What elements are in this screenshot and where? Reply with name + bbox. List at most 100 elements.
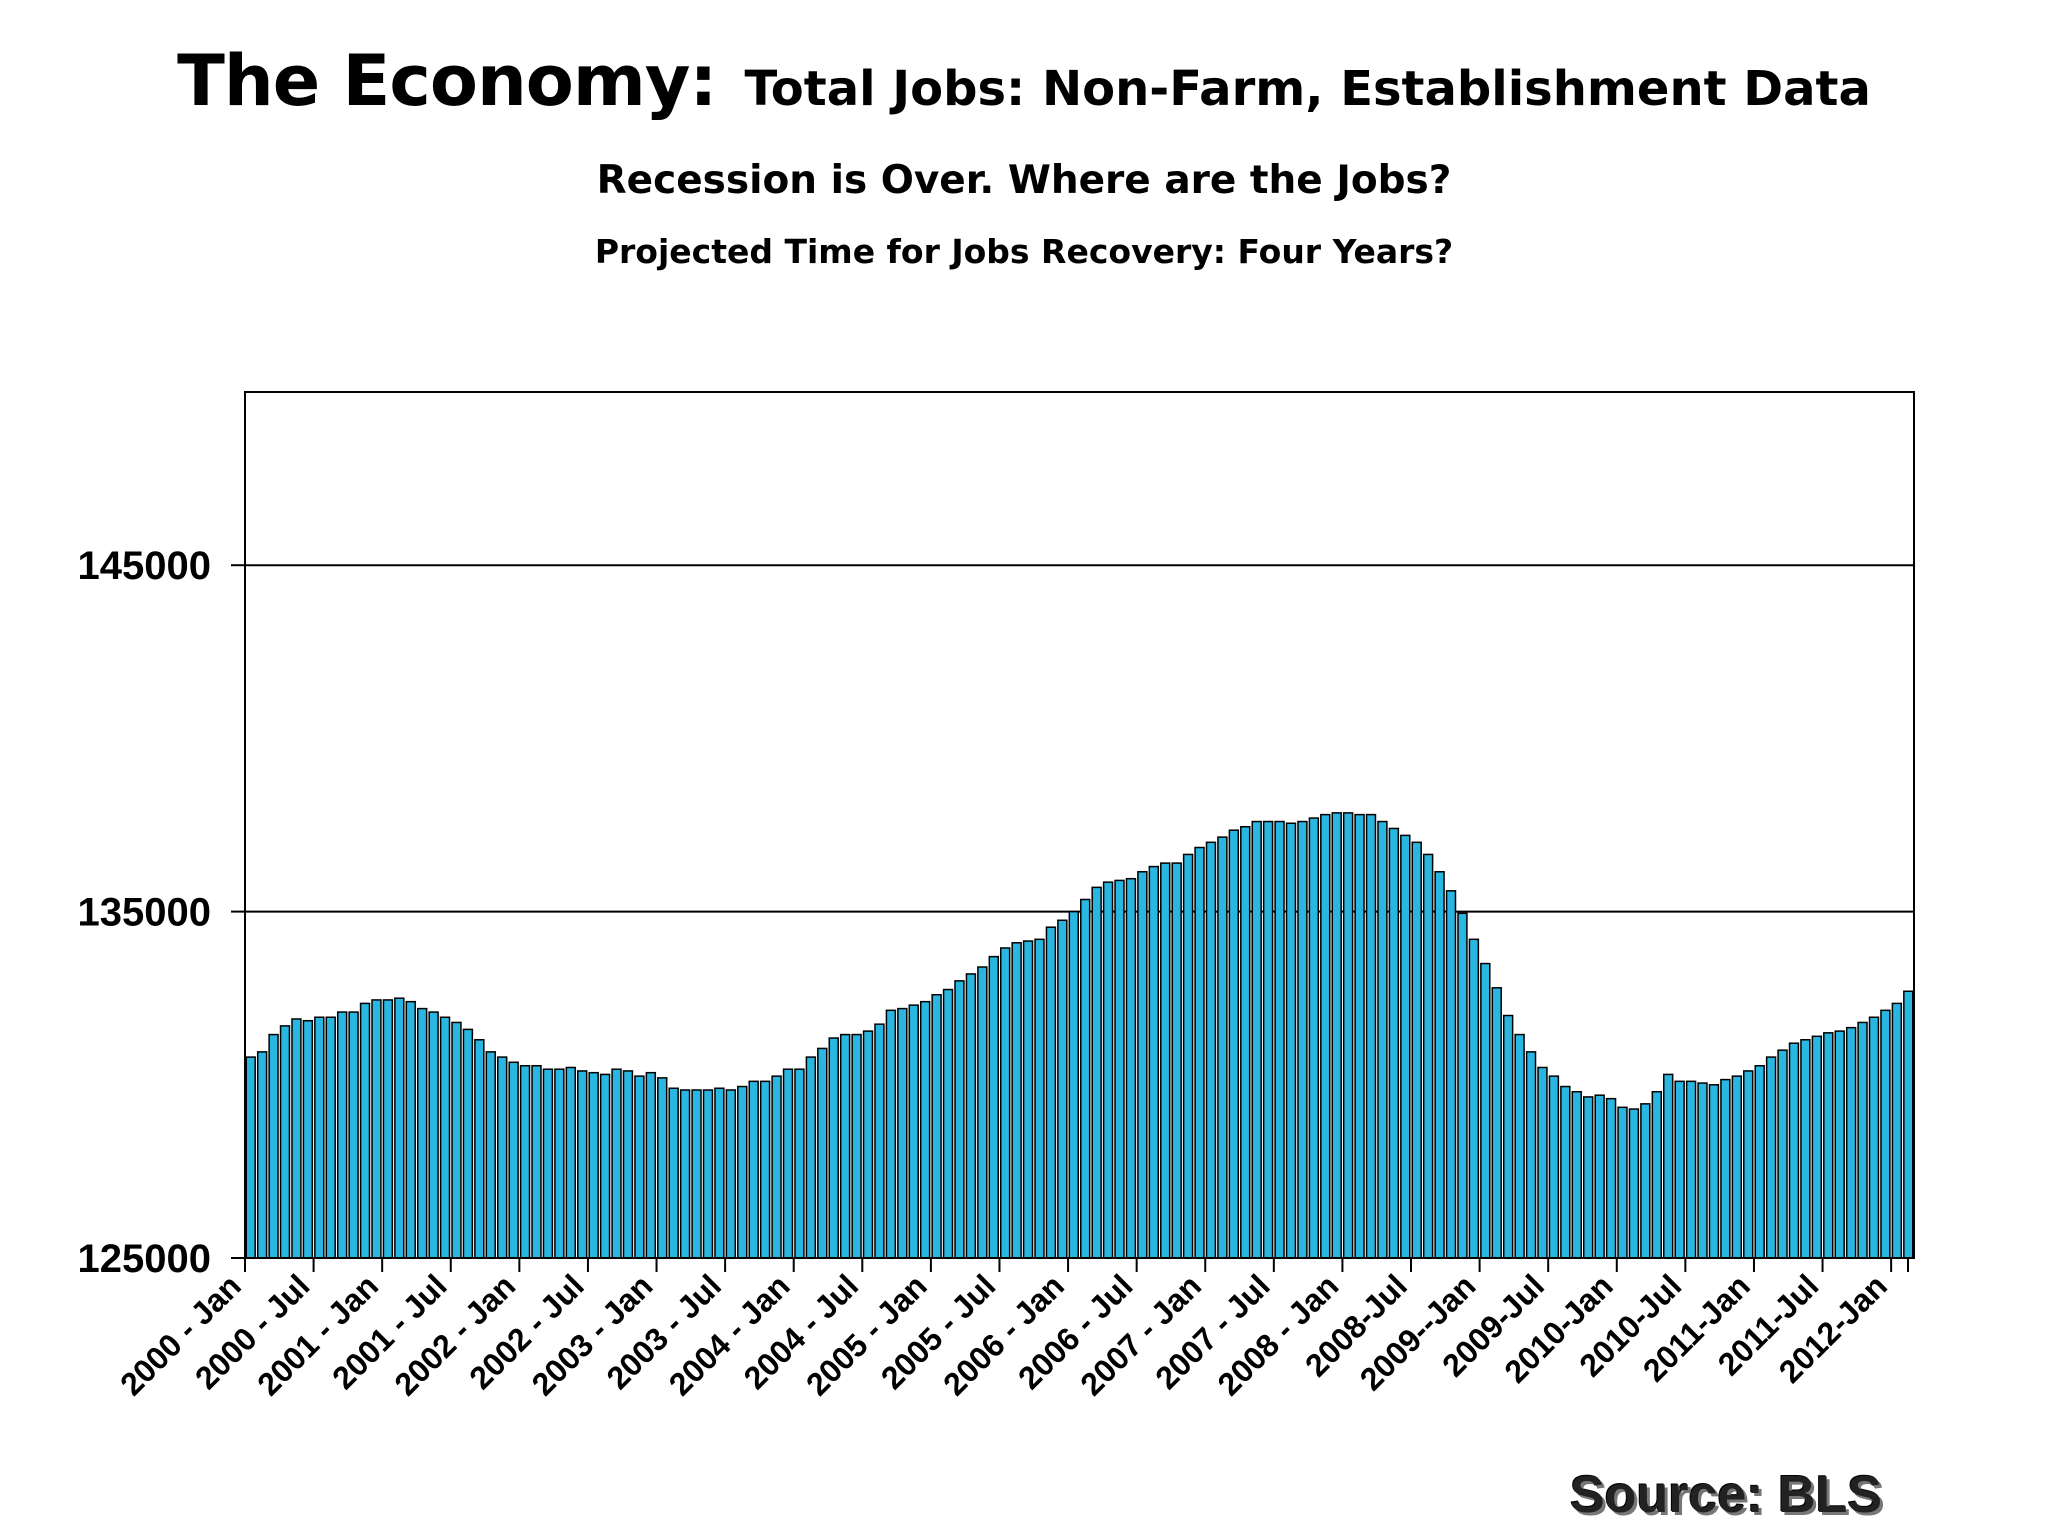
bar [611, 1068, 622, 1259]
bar [554, 1068, 565, 1259]
bar [782, 1068, 794, 1259]
bar [325, 1016, 336, 1259]
bar [999, 947, 1011, 1259]
bar [1903, 990, 1914, 1259]
bar [1354, 813, 1365, 1259]
bar [1811, 1035, 1823, 1259]
bar [1114, 879, 1125, 1259]
bar [1160, 862, 1171, 1259]
bar [1217, 836, 1228, 1259]
bar [725, 1089, 737, 1259]
bar [428, 1011, 439, 1259]
chart-subtitle-2: Recession is Over. Where are the Jobs? [596, 158, 1452, 203]
bar [1834, 1030, 1845, 1259]
bar [668, 1087, 679, 1259]
bar [1823, 1032, 1834, 1259]
bar [1285, 822, 1297, 1259]
bar [1331, 812, 1342, 1259]
bar [1080, 898, 1091, 1259]
bar [1400, 834, 1411, 1259]
bar [885, 1009, 897, 1259]
bar [336, 1011, 348, 1259]
bar [1411, 841, 1422, 1259]
bar [1845, 1026, 1857, 1259]
bar [382, 999, 394, 1259]
bar [1880, 1009, 1891, 1259]
bar [1308, 817, 1320, 1259]
bar [965, 973, 977, 1259]
bar [828, 1037, 839, 1259]
bar [1743, 1070, 1754, 1259]
bar [1640, 1103, 1651, 1259]
bar [759, 1080, 771, 1259]
bar [977, 966, 988, 1259]
bar [1685, 1080, 1697, 1259]
bar [839, 1033, 851, 1259]
bar [988, 955, 999, 1259]
bar [771, 1075, 782, 1259]
bar [1525, 1051, 1537, 1259]
bar [1137, 871, 1148, 1259]
bar [645, 1071, 657, 1259]
bar [1205, 841, 1217, 1259]
bar [1617, 1106, 1628, 1259]
bar [1788, 1042, 1800, 1259]
bar [1445, 890, 1457, 1259]
bar [1663, 1073, 1674, 1259]
bar [805, 1056, 817, 1259]
bar [1674, 1080, 1685, 1259]
bar [1514, 1033, 1525, 1259]
bar [919, 1000, 931, 1259]
bar [737, 1085, 748, 1259]
bar [897, 1007, 908, 1259]
bar [1057, 919, 1068, 1259]
bar [1102, 881, 1114, 1259]
bar [1605, 1097, 1617, 1259]
bar [1045, 926, 1057, 1259]
bar [588, 1071, 599, 1259]
bar [1628, 1108, 1640, 1259]
bar [1068, 910, 1079, 1259]
bar [702, 1089, 714, 1259]
bar [622, 1070, 634, 1259]
bar [1651, 1090, 1662, 1259]
bar [542, 1068, 554, 1259]
bar [794, 1068, 805, 1259]
bar [599, 1073, 611, 1259]
bar [1480, 962, 1491, 1259]
grid-lines [231, 564, 1914, 1259]
bar [1365, 813, 1377, 1259]
bar [359, 1002, 371, 1259]
bar [565, 1066, 577, 1259]
bar [634, 1075, 645, 1259]
bar [245, 1056, 256, 1259]
bar [954, 980, 965, 1259]
chart-subtitle-inline: Total Jobs: Non-Farm, Establishment Data [744, 61, 1871, 117]
bar [1022, 940, 1034, 1259]
bar [1240, 825, 1251, 1259]
bar [451, 1021, 462, 1259]
bar [1422, 853, 1434, 1259]
bar [1582, 1096, 1594, 1259]
bar [439, 1016, 451, 1259]
bar [1891, 1002, 1903, 1259]
bar [657, 1077, 668, 1259]
bar [1468, 938, 1480, 1259]
bar [1571, 1090, 1582, 1259]
bar [1091, 886, 1102, 1259]
y-tick-label: 145000 [78, 544, 211, 588]
bar [394, 997, 405, 1259]
bar [1194, 846, 1205, 1259]
title-block: The Economy: Total Jobs: Non-Farm, Establ… [0, 40, 2048, 122]
bar [1731, 1075, 1743, 1259]
bar [291, 1018, 302, 1259]
bar [279, 1025, 291, 1259]
bar [1560, 1085, 1571, 1259]
chart-subtitle-3: Projected Time for Jobs Recovery: Four Y… [594, 232, 1454, 271]
bar [1457, 912, 1468, 1259]
bar [1388, 827, 1400, 1259]
bar [908, 1004, 919, 1259]
bar [577, 1070, 588, 1259]
